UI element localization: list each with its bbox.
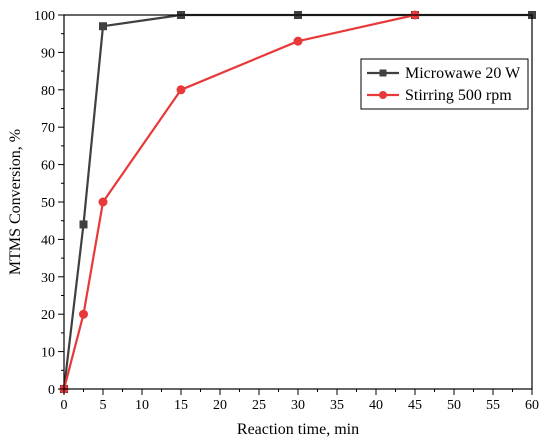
y-tick-label: 100 xyxy=(34,9,55,24)
data-point-stirring xyxy=(79,309,88,319)
x-tick-label: 50 xyxy=(447,398,461,413)
data-point-stirring xyxy=(293,36,303,46)
x-tick-label: 45 xyxy=(408,398,422,413)
x-tick-label: 20 xyxy=(213,398,227,413)
y-tick-label: 80 xyxy=(41,84,55,99)
y-tick-label: 50 xyxy=(41,196,55,211)
legend-label-stirring: Stirring 500 rpm xyxy=(405,87,512,104)
x-tick-label: 15 xyxy=(174,398,188,413)
series-line-1 xyxy=(62,13,416,390)
legend-box xyxy=(360,58,529,110)
legend: Microwawe 20 W Stirring 500 rpm xyxy=(360,58,529,110)
y-tick-label: 30 xyxy=(41,271,55,286)
y-axis-title: MTMS Conversion, % xyxy=(7,129,24,275)
legend-label-microwave: Microwawe 20 W xyxy=(405,65,521,82)
legend-marker-microwave xyxy=(379,69,387,77)
x-tick-label: 35 xyxy=(330,398,344,413)
x-tick-label: 60 xyxy=(525,398,539,413)
x-tick-label: 10 xyxy=(135,398,149,413)
y-tick-label: 20 xyxy=(41,308,55,323)
y-tick-label: 90 xyxy=(41,46,55,61)
axes: 0 5 10 15 20 25 30 35 40 45 50 55 60 0 10 20 30 40 50 60 70 8… xyxy=(34,9,539,413)
legend-entry-microwave: Microwawe 20 W xyxy=(367,65,521,82)
y-tick-label: 0 xyxy=(48,383,55,398)
data-point-microwave xyxy=(99,22,107,31)
x-tick-label: 40 xyxy=(369,398,383,413)
data-point-stirring xyxy=(98,197,108,207)
x-tick-label: 5 xyxy=(100,398,107,413)
legend-marker-stirring xyxy=(379,91,387,99)
data-point-stirring xyxy=(176,85,186,95)
x-tick-label: 0 xyxy=(61,398,68,413)
x-axis-title: Reaction time, min xyxy=(237,421,359,438)
x-tick-label: 25 xyxy=(252,398,266,413)
y-tick-label: 40 xyxy=(41,233,55,248)
y-tick-label: 10 xyxy=(41,346,55,361)
y-tick-label: 60 xyxy=(41,159,55,174)
y-tick-label: 70 xyxy=(41,121,55,136)
x-tick-label: 30 xyxy=(291,398,305,413)
x-tick-label: 55 xyxy=(486,398,500,413)
data-point-microwave xyxy=(79,220,88,229)
legend-entry-stirring: Stirring 500 rpm xyxy=(367,87,512,104)
